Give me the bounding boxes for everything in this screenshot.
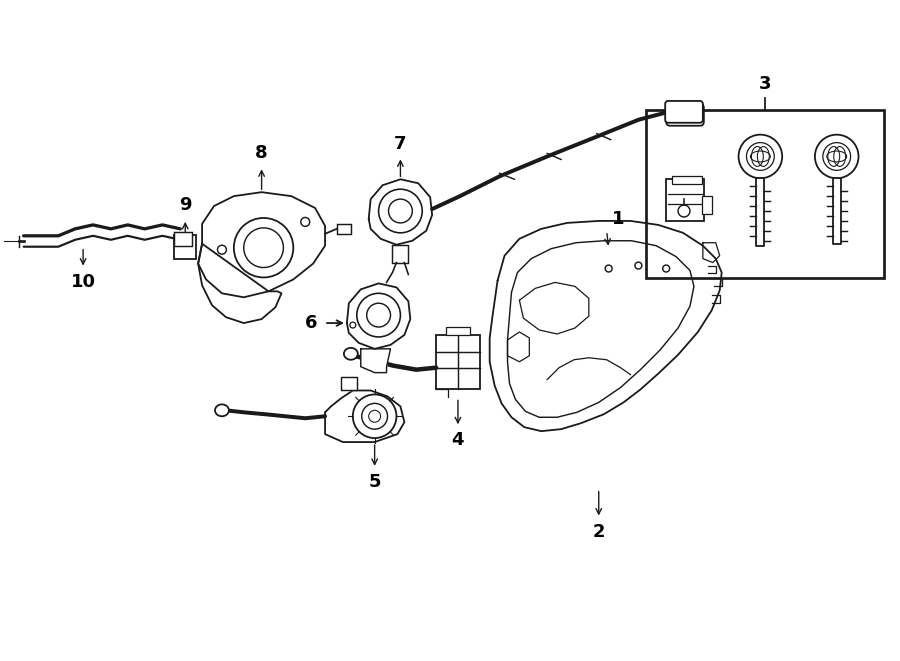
Text: 6: 6: [305, 314, 318, 332]
Polygon shape: [490, 221, 722, 431]
Polygon shape: [341, 377, 356, 391]
Text: 3: 3: [759, 75, 771, 93]
Bar: [646, 110, 885, 278]
Polygon shape: [325, 391, 404, 442]
Polygon shape: [756, 178, 764, 246]
FancyBboxPatch shape: [666, 104, 704, 126]
Text: 7: 7: [394, 135, 407, 153]
Polygon shape: [392, 245, 409, 262]
FancyBboxPatch shape: [672, 176, 702, 184]
Circle shape: [814, 135, 859, 178]
Polygon shape: [198, 244, 282, 323]
FancyBboxPatch shape: [446, 327, 470, 335]
Ellipse shape: [344, 348, 358, 360]
Polygon shape: [198, 192, 325, 297]
Circle shape: [353, 395, 397, 438]
Text: 5: 5: [368, 473, 381, 490]
Polygon shape: [361, 349, 391, 373]
FancyBboxPatch shape: [337, 224, 351, 234]
Text: 2: 2: [592, 524, 605, 541]
FancyBboxPatch shape: [702, 196, 712, 214]
Circle shape: [356, 293, 400, 337]
FancyBboxPatch shape: [436, 335, 480, 389]
FancyBboxPatch shape: [175, 232, 193, 246]
FancyBboxPatch shape: [666, 179, 704, 221]
Polygon shape: [369, 179, 432, 245]
Polygon shape: [832, 178, 841, 244]
Text: 4: 4: [452, 431, 464, 449]
Circle shape: [739, 135, 782, 178]
FancyBboxPatch shape: [665, 101, 703, 123]
FancyBboxPatch shape: [175, 235, 196, 258]
Polygon shape: [346, 284, 410, 349]
Text: 10: 10: [70, 274, 95, 292]
Ellipse shape: [215, 405, 229, 416]
Text: 9: 9: [179, 196, 192, 214]
Text: 1: 1: [612, 210, 625, 228]
Text: 8: 8: [256, 143, 268, 161]
Circle shape: [234, 218, 293, 278]
Circle shape: [379, 189, 422, 233]
